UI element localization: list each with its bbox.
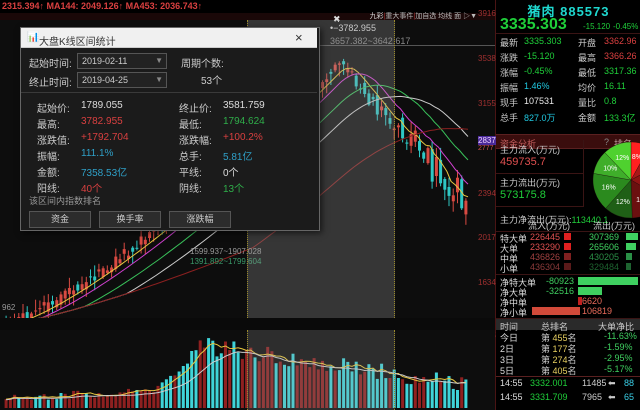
svg-text:16%: 16% xyxy=(636,197,640,204)
svg-text:8%: 8% xyxy=(632,154,640,161)
svg-text:12%: 12% xyxy=(615,155,629,162)
svg-text:12%: 12% xyxy=(616,199,630,206)
svg-text:16%: 16% xyxy=(602,185,616,192)
svg-text:10%: 10% xyxy=(603,166,617,173)
